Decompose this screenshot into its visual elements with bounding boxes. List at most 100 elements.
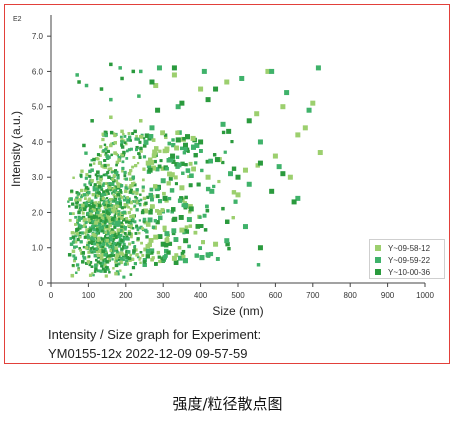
scatter-point: [302, 125, 308, 131]
scatter-plot: 0 100 200 300 400 500 600 700 800 900 1000 0 1.0 2.0 3…: [9, 15, 434, 318]
scatter-point: [95, 232, 98, 236]
scatter-point: [121, 211, 124, 215]
scatter-point: [88, 209, 92, 212]
scatter-point: [136, 255, 140, 259]
scatter-point: [93, 201, 97, 205]
scatter-point: [134, 164, 138, 168]
scatter-point: [142, 217, 147, 222]
scatter-point: [126, 235, 129, 239]
scatter-point: [95, 157, 99, 161]
scatter-point: [171, 65, 177, 71]
scatter-point: [131, 69, 136, 74]
scatter-point: [84, 245, 89, 250]
scatter-point: [156, 250, 161, 255]
scatter-point: [77, 80, 81, 84]
scatter-point: [107, 236, 111, 240]
scatter-point: [139, 225, 143, 229]
scatter-point: [82, 193, 87, 197]
scatter-point: [102, 182, 106, 185]
scatter-point: [142, 167, 146, 171]
scatter-point: [104, 201, 108, 205]
scatter-point: [109, 235, 113, 239]
scatter-point: [142, 196, 147, 201]
scatter-point: [109, 244, 113, 248]
scatter-point: [68, 218, 72, 222]
scatter-point: [74, 198, 78, 202]
scatter-point: [118, 200, 122, 204]
scatter-point: [149, 79, 155, 85]
scatter-point: [119, 189, 122, 192]
scatter-point: [226, 128, 232, 134]
scatter-point: [108, 231, 112, 235]
scatter-point: [101, 242, 106, 246]
scatter-point: [177, 255, 183, 261]
scatter-point: [79, 175, 83, 179]
scatter-point: [134, 195, 137, 199]
scatter-point: [78, 207, 81, 210]
scatter-point: [98, 226, 101, 230]
scatter-point: [115, 160, 120, 165]
scatter-point: [88, 228, 93, 232]
scatter-point: [131, 227, 135, 230]
scatter-point: [110, 188, 114, 191]
scatter-point: [71, 231, 75, 235]
scatter-point: [89, 200, 93, 203]
scatter-point: [119, 205, 122, 208]
scatter-point: [104, 146, 109, 150]
scatter-point: [145, 248, 151, 254]
scatter-point: [98, 241, 102, 245]
scatter-point: [154, 262, 158, 266]
scatter-point: [205, 174, 211, 180]
scatter-point: [81, 203, 85, 208]
x-tick-label: 800: [344, 291, 358, 300]
scatter-point: [96, 188, 100, 192]
scatter-point: [193, 230, 198, 235]
legend-label: Y~09-59-22: [388, 255, 431, 265]
scatter-point: [121, 218, 126, 222]
scatter-point: [100, 253, 104, 257]
scatter-point: [74, 234, 78, 238]
scatter-point: [101, 267, 105, 271]
scatter-point: [121, 255, 125, 258]
scatter-point: [93, 234, 97, 238]
scatter-point: [70, 189, 74, 193]
scatter-point: [88, 169, 92, 174]
scatter-point: [82, 245, 86, 249]
scatter-point: [90, 207, 94, 211]
scatter-point: [306, 107, 312, 113]
scatter-point: [129, 139, 132, 142]
scatter-point: [104, 192, 108, 196]
scatter-point: [78, 247, 81, 250]
scatter-point: [92, 208, 96, 212]
scatter-point: [168, 241, 173, 246]
scatter-point: [235, 174, 241, 180]
scatter-point: [79, 208, 83, 212]
scatter-point: [137, 199, 141, 203]
scatter-point: [174, 162, 179, 167]
scatter-point: [151, 165, 157, 171]
scatter-point: [77, 268, 80, 272]
scatter-point: [78, 203, 82, 207]
scatter-point: [132, 251, 136, 255]
scatter-point: [91, 246, 94, 249]
scatter-point: [129, 184, 132, 187]
scatter-point: [184, 225, 189, 229]
scatter-point: [75, 231, 79, 236]
scatter-point: [123, 232, 127, 235]
scatter-point: [198, 215, 202, 219]
scatter-point: [113, 232, 117, 237]
scatter-point: [177, 130, 182, 135]
scatter-point: [94, 215, 99, 219]
scatter-point: [128, 219, 132, 223]
scatter-point: [112, 253, 116, 257]
scatter-point: [79, 240, 83, 244]
y-tick-label: 7.0: [32, 32, 44, 41]
scatter-point: [194, 142, 200, 148]
scatter-point: [96, 193, 100, 198]
scatter-point: [101, 240, 105, 244]
scatter-point: [126, 203, 129, 207]
scatter-point: [145, 230, 149, 234]
scatter-point: [199, 255, 205, 261]
scatter-point: [104, 236, 108, 240]
scatter-point: [93, 214, 96, 218]
